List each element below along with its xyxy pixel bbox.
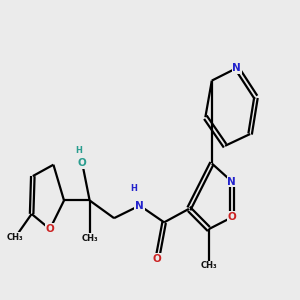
Text: N: N	[227, 176, 236, 187]
Text: CH₃: CH₃	[81, 234, 98, 243]
Text: O: O	[78, 158, 87, 169]
Text: N: N	[135, 200, 144, 211]
Text: CH₃: CH₃	[201, 261, 217, 270]
Text: H: H	[130, 184, 137, 193]
Text: O: O	[227, 212, 236, 222]
Text: CH₃: CH₃	[7, 233, 23, 242]
Text: H: H	[75, 146, 82, 155]
Text: N: N	[232, 63, 241, 73]
Text: O: O	[46, 224, 54, 234]
Text: O: O	[153, 254, 162, 263]
